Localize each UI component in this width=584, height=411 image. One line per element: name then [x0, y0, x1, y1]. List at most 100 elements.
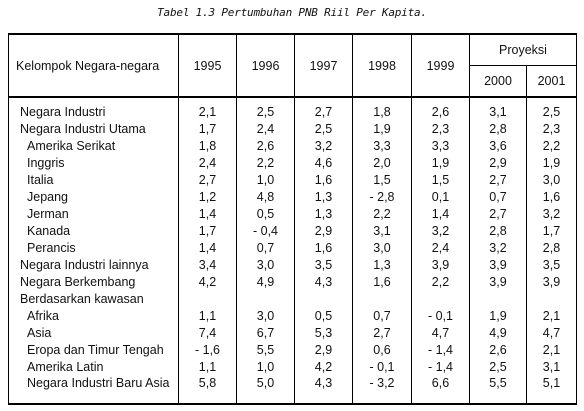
value-cell: 2,1 — [526, 308, 577, 326]
value-cell: 3,2 — [294, 138, 353, 156]
value-cell: 6,6 — [411, 376, 470, 405]
value-cell: 2,6 — [469, 342, 527, 360]
header-year: 1997 — [294, 33, 353, 98]
value-cell: 1,4 — [411, 206, 470, 224]
row-label: Afrika — [8, 308, 179, 326]
value-cell: - 1,4 — [411, 359, 470, 377]
value-cell: - 0,4 — [236, 223, 295, 241]
value-cell: 1,3 — [294, 189, 353, 207]
value-cell: 0,5 — [294, 308, 353, 326]
table-row: Jepang 1,2 4,8 1,3- 2,8 0,1 0,7 1,6 — [8, 189, 577, 207]
value-cell: 0,7 — [469, 189, 527, 207]
row-label: Eropa dan Timur Tengah — [8, 342, 179, 360]
row-label: Berdasarkan kawasan — [8, 291, 179, 309]
value-cell: - 3,2 — [352, 376, 412, 405]
value-cell: 5,5 — [236, 342, 295, 360]
value-cell: 2,7 — [469, 172, 527, 190]
header-year: 1995 — [178, 33, 237, 98]
value-cell: 2,4 — [411, 240, 470, 258]
value-cell: 1,8 — [352, 97, 412, 122]
header-projection: Proyeksi — [469, 33, 577, 66]
value-cell: 2,7 — [294, 97, 353, 122]
value-cell: 4,2 — [178, 274, 237, 292]
value-cell: 1,4 — [178, 240, 237, 258]
table-row: Perancis 1,4 0,7 1,6 3,0 2,4 3,2 2,8 — [8, 240, 577, 258]
value-cell: 7,4 — [178, 325, 237, 343]
value-cell: 2,9 — [294, 223, 353, 241]
value-cell: 4,9 — [236, 274, 295, 292]
value-cell — [236, 291, 295, 309]
value-cell: - 0,1 — [411, 308, 470, 326]
value-cell — [411, 291, 470, 309]
header-year: 1999 — [411, 33, 470, 98]
value-cell: 1,6 — [294, 172, 353, 190]
value-cell: 1,4 — [178, 206, 237, 224]
value-cell: 1,5 — [411, 172, 470, 190]
value-cell: 1,7 — [178, 121, 237, 139]
table-row: Afrika 1,1 3,0 0,5 0,7- 0,1 1,9 2,1 — [8, 308, 577, 326]
value-cell: 0,1 — [411, 189, 470, 207]
value-cell: 2,5 — [294, 121, 353, 139]
value-cell: 2,4 — [236, 121, 295, 139]
value-cell: 2,7 — [469, 206, 527, 224]
value-cell: 3,9 — [411, 257, 470, 275]
value-cell: 2,2 — [236, 155, 295, 173]
value-cell: 3,4 — [178, 257, 237, 275]
value-cell: 1,2 — [178, 189, 237, 207]
row-label: Negara Industri — [8, 97, 179, 122]
value-cell: 1,9 — [526, 155, 577, 173]
value-cell: - 0,1 — [352, 359, 412, 377]
value-cell — [352, 291, 412, 309]
value-cell: 5,3 — [294, 325, 353, 343]
row-label: Negara Industri Utama — [8, 121, 179, 139]
value-cell: - 1,6 — [178, 342, 237, 360]
value-cell: 3,9 — [469, 257, 527, 275]
value-cell: 2,8 — [469, 121, 527, 139]
value-cell: 3,2 — [526, 206, 577, 224]
header-projection-year: 2000 — [469, 64, 527, 98]
row-label: Kanada — [8, 223, 179, 241]
value-cell: 2,2 — [352, 206, 412, 224]
value-cell: 2,6 — [236, 138, 295, 156]
table-row: Amerika Latin 1,1 1,0 4,2- 0,1- 1,4 2,5 3,1 — [8, 359, 577, 377]
table-caption: Tabel 1.3 Pertumbuhan PNB Riil Per Kapit… — [157, 6, 427, 19]
table-row: Negara Industri Baru Asia 5,8 5,0 4,3- 3,2 6… — [8, 376, 577, 405]
value-cell: 4,7 — [411, 325, 470, 343]
value-cell: 0,7 — [236, 240, 295, 258]
row-label: Negara Industri Baru Asia — [8, 376, 179, 405]
row-label: Jepang — [8, 189, 179, 207]
value-cell: 2,2 — [411, 274, 470, 292]
value-cell: 1,6 — [294, 240, 353, 258]
row-label: Amerika Latin — [8, 359, 179, 377]
table-row: Negara Industri lainnya 3,4 3,0 3,5 1,3 3,9 3,… — [8, 257, 577, 275]
value-cell: 4,6 — [294, 155, 353, 173]
value-cell: 2,7 — [352, 325, 412, 343]
value-cell: 1,3 — [294, 206, 353, 224]
table-row: Asia 7,4 6,7 5,3 2,7 4,7 4,9 4,7 — [8, 325, 577, 343]
value-cell: 2,6 — [411, 97, 470, 122]
value-cell: 0,6 — [352, 342, 412, 360]
value-cell: 3,5 — [526, 257, 577, 275]
value-cell: 5,0 — [236, 376, 295, 405]
value-cell: 1,7 — [178, 223, 237, 241]
value-cell: 1,6 — [352, 274, 412, 292]
value-cell: 6,7 — [236, 325, 295, 343]
value-cell: 4,3 — [294, 274, 353, 292]
header-year: 1996 — [236, 33, 295, 98]
value-cell: 1,9 — [411, 155, 470, 173]
value-cell: 2,5 — [469, 359, 527, 377]
value-cell: 4,8 — [236, 189, 295, 207]
table-row: Italia 2,7 1,0 1,6 1,5 1,5 2,7 3,0 — [8, 172, 577, 190]
value-cell: 3,5 — [294, 257, 353, 275]
value-cell: 3,2 — [411, 223, 470, 241]
value-cell: 0,5 — [236, 206, 295, 224]
value-cell: 1,7 — [526, 223, 577, 241]
value-cell: 2,8 — [469, 223, 527, 241]
table-row: Berdasarkan kawasan — [8, 291, 577, 309]
value-cell: 3,3 — [352, 138, 412, 156]
row-label: Amerika Serikat — [8, 138, 179, 156]
table-row: Inggris 2,4 2,2 4,6 2,0 1,9 2,9 1,9 — [8, 155, 577, 173]
value-cell: 1,5 — [352, 172, 412, 190]
value-cell: 3,0 — [236, 308, 295, 326]
table-row: Negara Industri 2,1 2,5 2,7 1,8 2,6 3,1 2,5 — [8, 97, 577, 122]
